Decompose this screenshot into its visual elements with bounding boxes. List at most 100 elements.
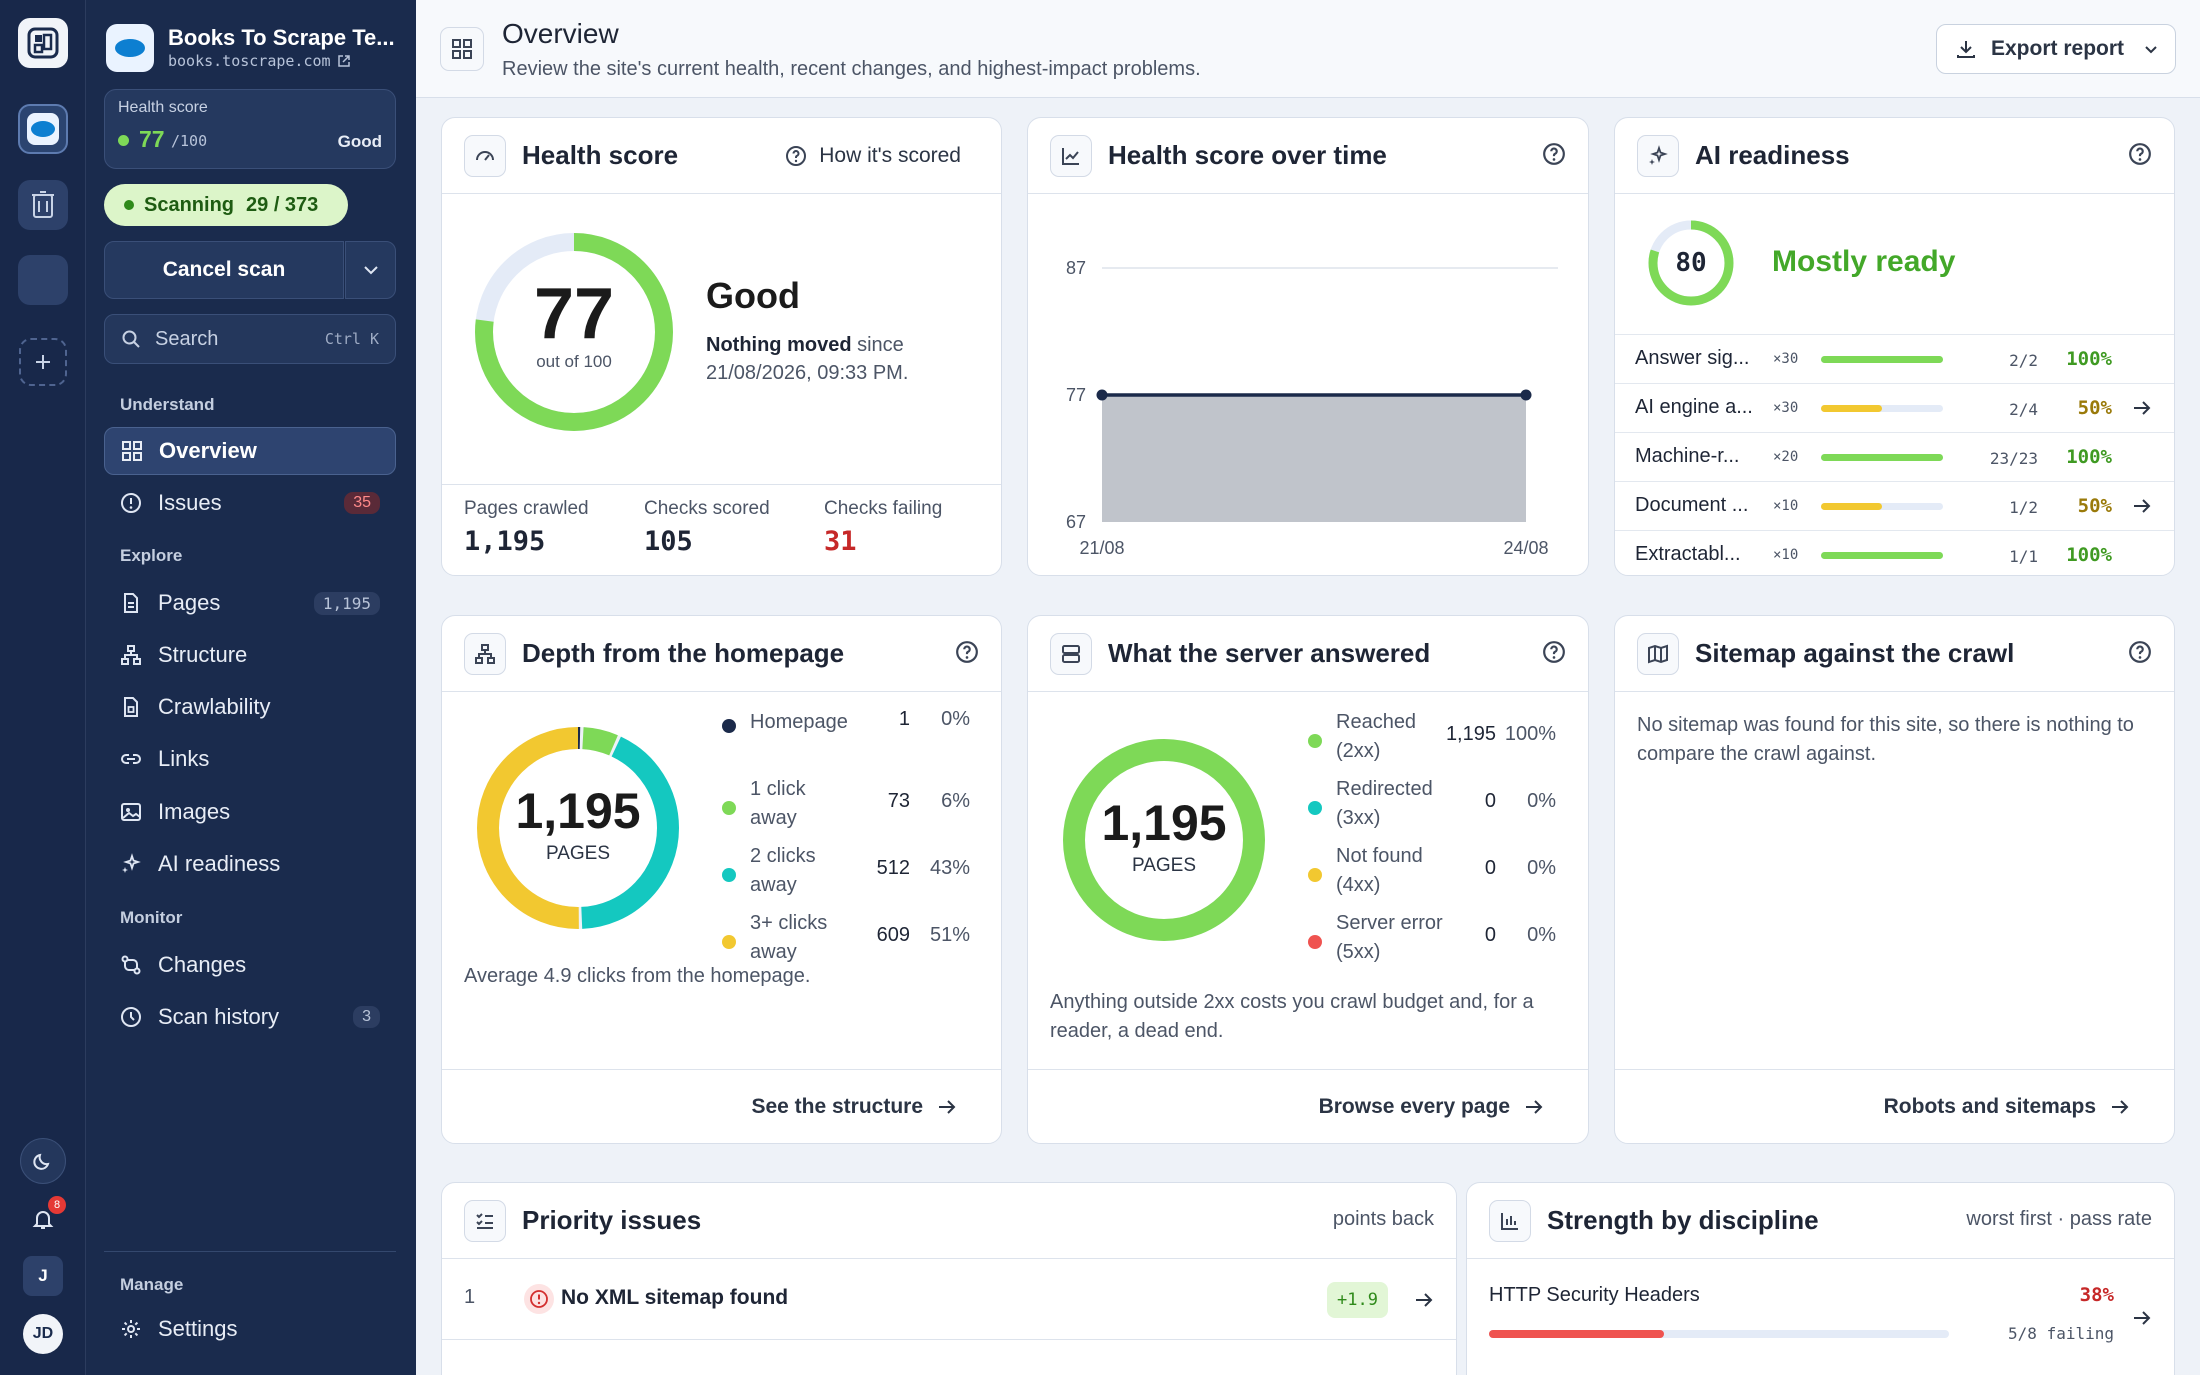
health-ring-fill <box>475 233 673 431</box>
strength-bar-fill <box>1489 1330 1664 1338</box>
health-score-card-title: Health score <box>522 140 679 170</box>
legend-count: 0 <box>1484 857 1496 879</box>
sitemap-card: Sitemap against the crawl No sitemap was… <box>1614 615 2175 1144</box>
nav-item-scan-history[interactable]: Scan history 3 <box>104 993 396 1041</box>
cancel-scan-button[interactable]: Cancel scan <box>104 241 344 299</box>
add-site-icon[interactable] <box>19 338 67 386</box>
legend-percent: 0% <box>1527 924 1556 946</box>
priority-issues-meta: points back <box>1332 1208 1434 1230</box>
export-report-button[interactable]: Export report <box>1936 24 2176 74</box>
notification-count-badge: 8 <box>48 1196 66 1214</box>
how-its-scored-label: How it's scored <box>819 144 961 167</box>
ai-readiness-row[interactable]: AI engine a... ×30 2/4 50% <box>1615 383 2174 432</box>
legend-label-line1: Not found <box>1336 845 1423 867</box>
site-url-link[interactable]: books.toscrape.com <box>168 52 351 70</box>
robots-sitemaps-link[interactable]: Robots and sitemaps <box>1615 1069 2174 1143</box>
legend-row: Server error (5xx) 0 0% <box>1308 909 1578 971</box>
server-card-header: What the server answered <box>1028 616 1588 692</box>
image-icon <box>121 803 141 821</box>
sidebar: Books To Scrape Te... books.toscrape.com… <box>86 0 416 1375</box>
ai-readiness-row: Machine-r... ×20 23/23 100% <box>1615 432 2174 481</box>
see-structure-link[interactable]: See the structure <box>442 1069 1001 1143</box>
scan-options-dropdown[interactable] <box>345 241 396 299</box>
cancel-scan-label: Cancel scan <box>162 258 286 281</box>
legend-percent: 51% <box>929 924 970 946</box>
server-note: Anything outside 2xx costs you crawl bud… <box>1050 991 1534 1042</box>
stat-pages-crawled: Pages crawled 1,195 <box>464 498 589 557</box>
ai-readiness-card-header: AI readiness <box>1615 118 2174 194</box>
ai-row-weight: ×20 <box>1773 449 1799 465</box>
health-stats-divider <box>442 484 1001 485</box>
legend-percent: 0% <box>1527 790 1556 812</box>
help-circle-icon[interactable] <box>1542 640 1566 664</box>
server-answered-card: What the server answered 1,195 PAGES Rea… <box>1027 615 1589 1144</box>
legend-label: 3+ clicks away <box>750 909 860 967</box>
strength-row-percent: 38% <box>2079 1284 2114 1306</box>
strength-row[interactable]: HTTP Security Headers 38% 5/8 failing <box>1467 1260 2174 1360</box>
data-point[interactable] <box>1096 389 1108 401</box>
page-header: Overview Review the site's current healt… <box>416 0 2200 98</box>
ai-readiness-row[interactable]: Document ... ×10 1/2 50% <box>1615 481 2174 530</box>
nav-item-crawlability[interactable]: Crawlability <box>104 683 396 731</box>
health-status-text: Good <box>706 275 800 316</box>
legend-row: Reached (2xx) 1,195 100% <box>1308 708 1578 770</box>
nav-item-issues[interactable]: Issues 35 <box>104 479 396 527</box>
stat-checks-failing[interactable]: Checks failing 31 <box>824 498 942 557</box>
workspace-avatar[interactable]: J <box>23 1256 63 1296</box>
browse-pages-link[interactable]: Browse every page <box>1028 1069 1588 1143</box>
site-switch-books-icon[interactable] <box>18 104 68 154</box>
x-tick-label: 24/08 <box>1503 538 1548 558</box>
ai-row-ratio: 2/4 <box>2009 400 2038 419</box>
sitemap-card-header: Sitemap against the crawl <box>1615 616 2174 692</box>
site-switch-blank-icon[interactable] <box>18 255 68 305</box>
site-switch-archive-icon[interactable] <box>18 180 68 230</box>
help-circle-icon[interactable] <box>955 640 979 664</box>
help-circle-icon[interactable] <box>2128 142 2152 166</box>
help-circle-icon[interactable] <box>1542 142 1566 166</box>
legend-label: Not found (4xx) <box>1336 842 1446 900</box>
legend-label-line2: (2xx) <box>1336 740 1381 762</box>
legend-dot <box>1308 801 1322 815</box>
legend-label-line1: Redirected <box>1336 778 1433 800</box>
health-over-time-title: Health score over time <box>1108 140 1387 170</box>
external-link-icon <box>337 55 350 67</box>
nav-item-pages[interactable]: Pages 1,195 <box>104 579 396 627</box>
notifications-bell-icon[interactable]: 8 <box>20 1196 66 1242</box>
legend-dot <box>722 868 736 882</box>
file-lock-icon <box>124 697 138 717</box>
legend-label-line1: Server error <box>1336 912 1443 934</box>
nav-item-overview[interactable]: Overview <box>104 427 396 475</box>
theme-moon-icon[interactable] <box>20 1138 66 1184</box>
data-point[interactable] <box>1520 389 1532 401</box>
app-rail: 8 J JD <box>0 0 86 1375</box>
scan-status-label: Scanning <box>144 193 235 216</box>
legend-label-line1: Reached <box>1336 711 1417 733</box>
nav-item-structure[interactable]: Structure <box>104 631 396 679</box>
nav-item-changes[interactable]: Changes <box>104 941 396 989</box>
clock-icon <box>121 1007 141 1027</box>
section-explore: Explore <box>120 546 183 565</box>
how-its-scored-link[interactable]: How it's scored <box>785 144 961 168</box>
user-avatar[interactable]: JD <box>23 1314 63 1354</box>
nav-label-links: Links <box>158 746 210 771</box>
nav-item-ai-readiness[interactable]: AI readiness <box>104 840 396 888</box>
ai-row-ratio: 23/23 <box>1989 449 2038 468</box>
app-logo-icon[interactable] <box>18 18 68 68</box>
site-name[interactable]: Books To Scrape Te... <box>168 25 395 50</box>
priority-issue-row[interactable]: 1 No XML sitemap found +1.9 <box>442 1260 1456 1340</box>
nav-item-images[interactable]: Images <box>104 788 396 836</box>
nav-item-links[interactable]: Links <box>104 735 396 783</box>
pages-count-badge: 1,195 <box>313 591 380 615</box>
health-score-widget[interactable]: Health score 77 /100 Good <box>104 89 396 169</box>
legend-row: 3+ clicks away 609 51% <box>722 909 992 971</box>
help-circle-icon[interactable] <box>2128 640 2152 664</box>
stat-value: 105 <box>644 526 693 557</box>
search-button[interactable]: Search Ctrl K <box>104 314 396 364</box>
legend-label-line2: away <box>750 807 797 829</box>
nav-item-settings[interactable]: Settings <box>104 1305 396 1353</box>
strength-row-failing: 5/8 failing <box>2008 1324 2114 1343</box>
server-legend: Reached (2xx) 1,195 100% Redirected (3xx) 0 0% N… <box>1308 708 1578 978</box>
x-tick-label: 21/08 <box>1079 538 1124 558</box>
nav-label-pages: Pages <box>158 590 221 615</box>
legend-label: 2 clicks away <box>750 842 860 900</box>
